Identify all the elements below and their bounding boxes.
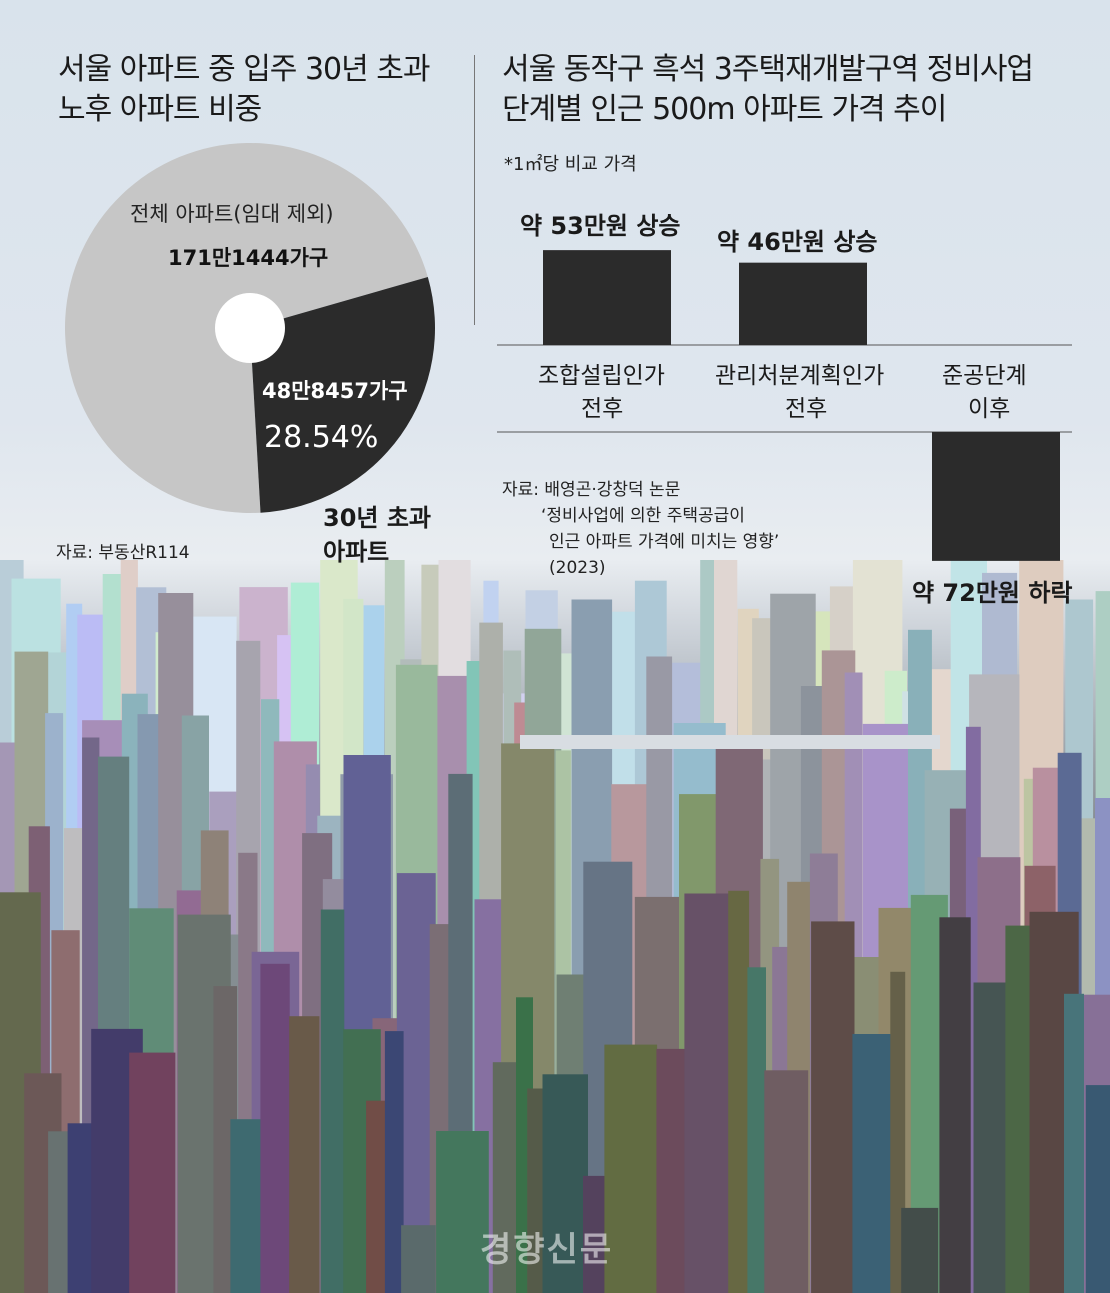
bar-data-label-2: 약 72만원 하락 — [912, 579, 1073, 607]
building — [764, 1070, 809, 1293]
building — [542, 1074, 588, 1293]
bar-category-1-line2: 전후 — [785, 396, 828, 422]
city-photo — [0, 560, 1110, 1293]
building — [747, 967, 766, 1293]
building — [1085, 1085, 1110, 1293]
building — [684, 893, 730, 1293]
building — [901, 1207, 939, 1293]
building — [583, 1175, 605, 1293]
pie-center-hole — [215, 293, 285, 363]
bar-source-line4: (2023) — [549, 558, 606, 578]
pie-value-old: 48만8457가구 — [262, 379, 408, 403]
building — [129, 1052, 176, 1293]
building — [260, 963, 290, 1293]
pie-source: 자료: 부동산R114 — [56, 543, 190, 563]
bar-management-plan — [739, 262, 867, 345]
bar-union-approval — [543, 250, 671, 345]
pie-callout-line2: 아파트 — [323, 538, 390, 566]
building — [604, 1044, 658, 1293]
bar-completion — [932, 432, 1060, 561]
title-divider — [474, 55, 475, 325]
price-basis-note: *1㎡당 비교 가격 — [504, 154, 637, 175]
pie-value-total: 171만1444가구 — [168, 246, 329, 270]
pie-label-total: 전체 아파트(임대 제외) — [130, 202, 334, 226]
building — [436, 1131, 489, 1293]
building — [401, 1225, 436, 1293]
building — [939, 917, 971, 1293]
publisher-watermark: 경향신문 — [480, 1230, 614, 1270]
building — [656, 1048, 687, 1293]
right-title-line1: 서울 동작구 흑석 3주택재개발구역 정비사업 — [502, 52, 1034, 87]
building — [384, 1031, 404, 1293]
pie-slice-old-apartments — [250, 277, 435, 513]
bar-category-2-line1: 준공단계 — [942, 363, 1027, 389]
building — [728, 890, 750, 1293]
building — [492, 1062, 520, 1293]
building — [973, 982, 1009, 1293]
left-title-line2: 노후 아파트 비중 — [58, 92, 262, 127]
building — [320, 909, 345, 1293]
right-title-line2: 단계별 인근 500m 아파트 가격 추이 — [502, 92, 947, 127]
building — [1064, 993, 1084, 1293]
left-title-line1: 서울 아파트 중 입주 30년 초과 — [58, 52, 430, 87]
bar-category-2-line2: 이후 — [968, 396, 1011, 422]
bar-source-line1: 자료: 배영곤·강창덕 논문 — [502, 480, 681, 500]
pie-percent-old: 28.54% — [264, 420, 379, 455]
bar-category-0-line2: 전후 — [581, 396, 624, 422]
bar-data-label-0: 약 53만원 상승 — [520, 212, 681, 240]
building — [811, 921, 855, 1293]
bar-category-0-line1: 조합설립인가 — [538, 363, 665, 389]
building — [289, 1016, 320, 1293]
river — [520, 735, 940, 749]
bar-data-label-1: 약 46만원 상승 — [717, 228, 878, 256]
bar-source-line3: 인근 아파트 가격에 미치는 영향’ — [549, 532, 780, 552]
bar-category-1-line1: 관리처분계획인가 — [715, 363, 885, 389]
pie-callout-line1: 30년 초과 — [323, 504, 431, 532]
bar-source-line2: ‘정비사업에 의한 주택공급이 — [541, 506, 745, 526]
